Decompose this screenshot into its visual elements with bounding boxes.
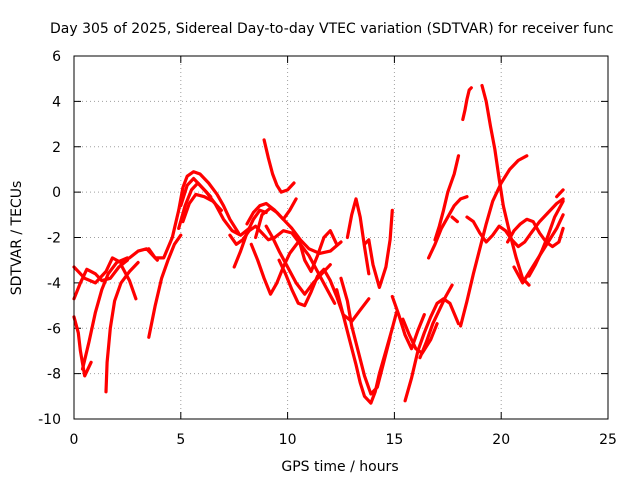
y-tick-label: 4 [52, 94, 61, 110]
data-series-track-20 [296, 229, 339, 274]
y-tick-label: 2 [52, 140, 61, 156]
x-tick-label: 10 [279, 432, 297, 448]
data-series-track-06 [119, 263, 138, 301]
x-tick-label: 20 [492, 432, 510, 448]
data-series-track-27 [401, 317, 439, 355]
y-axis-label: SDTVAR / TECUs [9, 181, 25, 296]
y-tick-label: -8 [47, 367, 61, 383]
data-series-track-24 [362, 208, 394, 289]
y-axis-tick-labels: 6 4 2 0 -2 -4 -6 -8 -10 [38, 49, 61, 428]
data-series-track-33 [459, 154, 529, 328]
y-tick-label: 0 [52, 185, 61, 201]
data-series-track-35 [480, 83, 531, 287]
data-series-track-38 [527, 199, 565, 278]
data-series-track-02 [72, 258, 130, 301]
data-series-track-05 [104, 260, 140, 394]
y-tick-label: -10 [38, 412, 61, 428]
data-series-track-08 [147, 170, 241, 260]
data-series-track-19 [277, 258, 371, 323]
y-tick-label: -6 [47, 321, 61, 337]
plot-area [72, 83, 565, 405]
x-axis-label: GPS time / hours [281, 459, 398, 475]
data-series-track-15 [245, 201, 343, 255]
data-series-track-29 [427, 195, 469, 260]
data-series-track-25 [390, 294, 426, 351]
x-tick-label: 5 [176, 432, 185, 448]
x-tick-label: 0 [70, 432, 79, 448]
data-series-track-39 [555, 188, 565, 199]
data-series-track-10 [181, 192, 223, 224]
data-series-track-16 [262, 138, 296, 194]
y-tick-label: -4 [47, 276, 61, 292]
data-series-track-22 [339, 276, 392, 396]
data-series-track-07 [147, 233, 183, 339]
x-axis-tick-labels: 0 5 10 15 20 25 [70, 432, 617, 448]
data-series-track-32 [461, 86, 473, 122]
x-tick-label: 15 [385, 432, 403, 448]
data-series-track-04 [80, 256, 130, 371]
y-tick-label: -2 [47, 231, 61, 247]
data-series-track-30 [433, 154, 461, 242]
data-series-track-01 [72, 247, 159, 285]
x-tick-label: 25 [599, 432, 617, 448]
grid-lines [74, 56, 608, 419]
data-series-track-26 [403, 297, 461, 403]
data-series-track-03 [72, 315, 93, 378]
data-series-track-23 [345, 197, 371, 276]
y-tick-label: 6 [52, 49, 61, 65]
plot-frame [73, 55, 609, 420]
data-series-track-11 [179, 176, 213, 208]
data-series-track-13 [232, 208, 268, 269]
data-series-track-28 [418, 283, 454, 360]
data-series-track-36 [506, 217, 565, 249]
data-series-track-17 [249, 240, 300, 296]
data-series-track-31 [450, 215, 459, 224]
chart-title: Day 305 of 2025, Sidereal Day-to-day VTE… [50, 21, 614, 37]
